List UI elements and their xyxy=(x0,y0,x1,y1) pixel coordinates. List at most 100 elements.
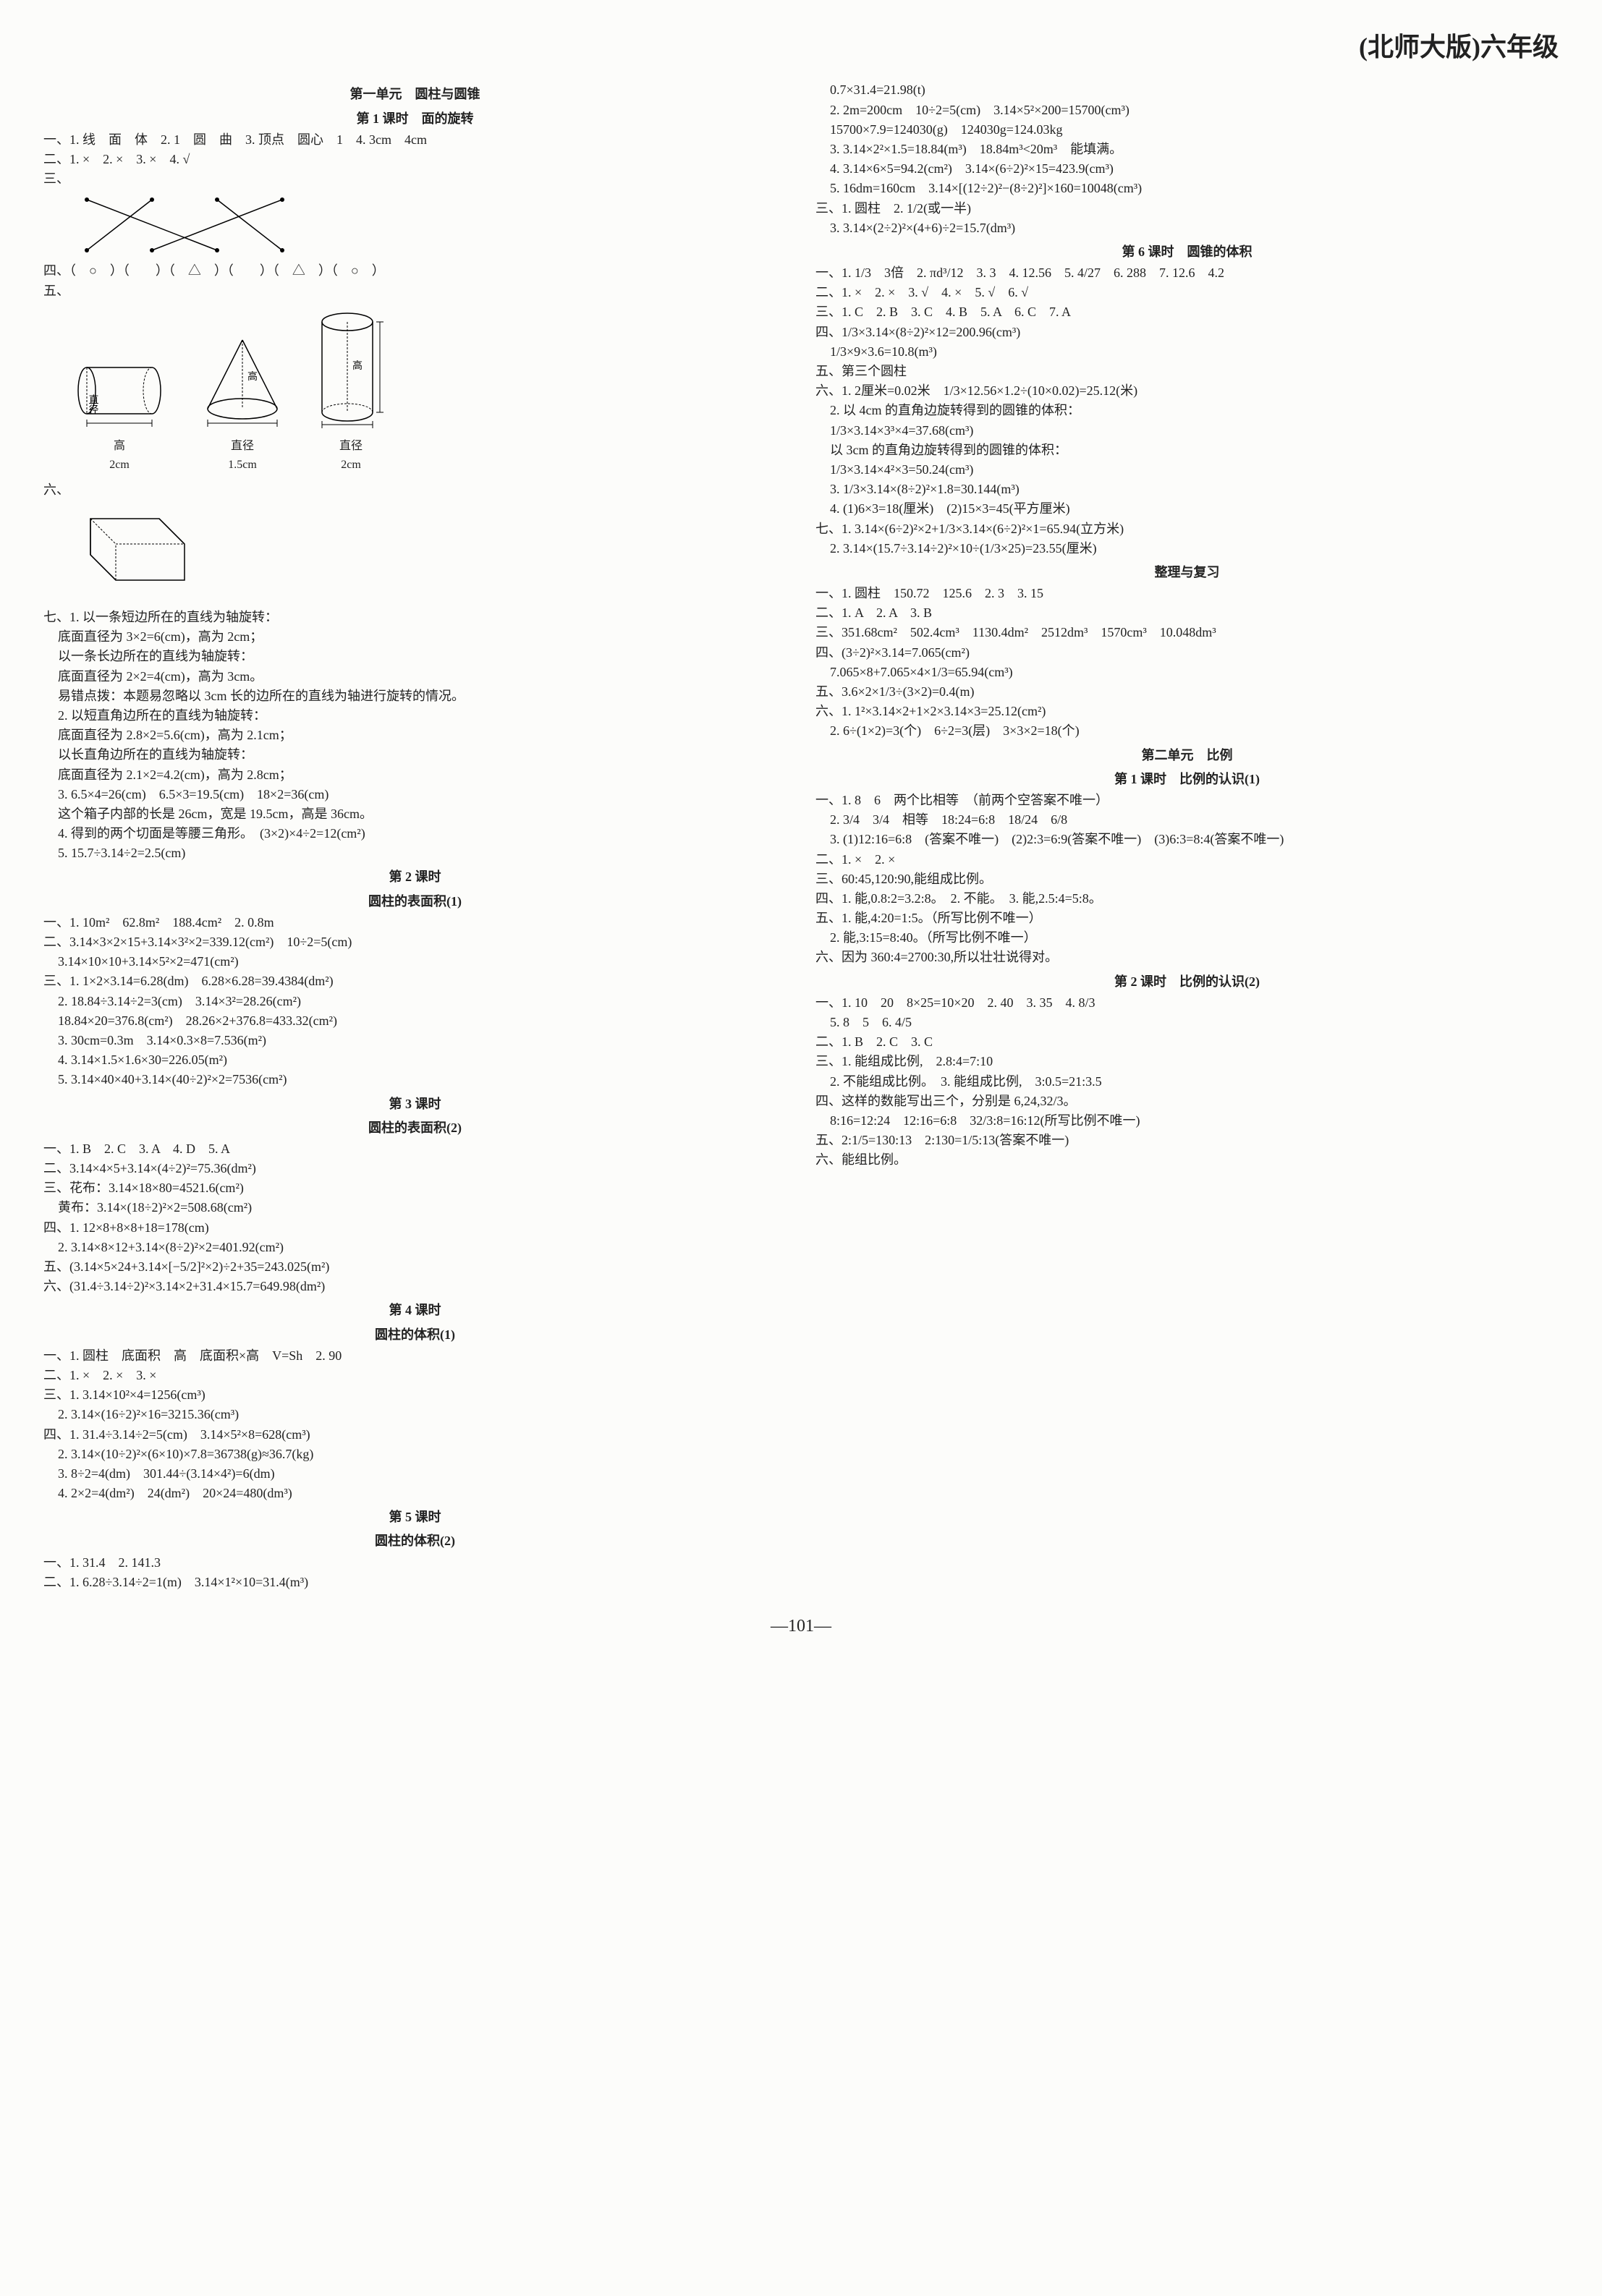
q1-7d: 底面直径为 2×2=4(cm)，高为 3cm。 xyxy=(43,668,787,686)
shape3-side: 直径 xyxy=(311,438,391,454)
q4-1: 一、1. 圆柱 底面积 高 底面积×高 V=Sh 2. 90 xyxy=(43,1347,787,1365)
q2-1: 一、1. 10m² 62.8m² 188.4cm² 2. 0.8m xyxy=(43,914,787,932)
u2l2-title: 第 2 课时 比例的认识(2) xyxy=(815,973,1559,991)
q2-3e: 4. 3.14×1.5×1.6×30=226.05(m²) xyxy=(43,1051,787,1069)
lesson5-title: 第 5 课时 xyxy=(43,1508,787,1526)
lesson4-sub: 圆柱的体积(1) xyxy=(43,1326,787,1344)
q2-3b: 2. 18.84÷3.14÷2=3(cm) 3.14×3²=28.26(cm²) xyxy=(43,992,787,1011)
q1-7c: 以一条长边所在的直线为轴旋转： xyxy=(43,647,787,666)
r1: 0.7×31.4=21.98(t) xyxy=(815,81,1559,99)
right-column: 0.7×31.4=21.98(t) 2. 2m=200cm 10÷2=5(cm)… xyxy=(815,80,1559,1593)
q2-2b: 3.14×10×10+3.14×5²×2=471(cm²) xyxy=(43,953,787,971)
cone-shape: 高 直径 1.5cm xyxy=(195,329,289,474)
q3-4a: 四、1. 12×8+8×8+18=178(cm) xyxy=(43,1219,787,1237)
unit1-title: 第一单元 圆柱与圆锥 xyxy=(43,85,787,103)
rv4b: 7.065×8+7.065×4×1/3=65.94(cm³) xyxy=(815,663,1559,681)
rv1: 一、1. 圆柱 150.72 125.6 2. 3 3. 15 xyxy=(815,584,1559,603)
q4-4b: 2. 3.14×(10÷2)²×(6×10)×7.8=36738(g)≈36.7… xyxy=(43,1445,787,1463)
u2b-4b: 8:16=12:24 12:16=6:8 32/3:8=16:12(所写比例不唯… xyxy=(815,1112,1559,1130)
q1-6: 六、 xyxy=(43,481,787,499)
u2-5b: 2. 能,3:15=8:40。（所写比例不唯一） xyxy=(815,929,1559,947)
shape1-dim: 高 xyxy=(114,440,125,452)
q3-4b: 2. 3.14×8×12+3.14×(8÷2)²×2=401.92(cm²) xyxy=(43,1238,787,1257)
rv4a: 四、(3÷2)²×3.14=7.065(cm²) xyxy=(815,644,1559,662)
svg-text:直径: 直径 xyxy=(88,394,99,414)
r8: 3. 3.14×(2÷2)²×(4+6)÷2=15.7(dm³) xyxy=(815,219,1559,237)
q2-2a: 二、3.14×3×2×15+3.14×3²×2=339.12(cm²) 10÷2… xyxy=(43,933,787,951)
u2-6: 六、因为 360:4=2700:30,所以壮壮说得对。 xyxy=(815,948,1559,966)
r15b: 2. 以 4cm 的直角边旋转得到的圆锥的体积： xyxy=(815,401,1559,420)
u2b-1b: 5. 8 5 6. 4/5 xyxy=(815,1013,1559,1032)
q4-2: 二、1. × 2. × 3. × xyxy=(43,1366,787,1385)
q2-3f: 5. 3.14×40×40+3.14×(40÷2)²×2=7536(cm²) xyxy=(43,1071,787,1089)
shape2-label: 1.5cm xyxy=(195,457,289,473)
q3-3a: 三、花布：3.14×18×80=4521.6(cm²) xyxy=(43,1179,787,1197)
lesson5-sub: 圆柱的体积(2) xyxy=(43,1532,787,1550)
q1-7l: 4. 得到的两个切面是等腰三角形。 (3×2)×4÷2=12(cm²) xyxy=(43,825,787,843)
cylinder-tall: 高 直径 2cm xyxy=(311,307,391,474)
q2-3c: 18.84×20=376.8(cm²) 28.26×2+376.8=433.32… xyxy=(43,1012,787,1030)
lesson2-sub: 圆柱的表面积(1) xyxy=(43,893,787,911)
u2-1a: 一、1. 8 6 两个比相等 （前两个空答案不唯一） xyxy=(815,791,1559,809)
q1-2: 二、1. × 2. × 3. × 4. √ xyxy=(43,150,787,169)
u2b-1a: 一、1. 10 20 8×25=10×20 2. 40 3. 35 4. 8/3 xyxy=(815,994,1559,1012)
rv3: 三、351.68cm² 502.4cm³ 1130.4dm² 2512dm³ 1… xyxy=(815,624,1559,642)
q1-7e: 易错点拨：本题易忽略以 3cm 长的边所在的直线为轴进行旋转的情况。 xyxy=(43,687,787,705)
u2l1-title: 第 1 课时 比例的认识(1) xyxy=(815,770,1559,788)
u2-3: 三、60:45,120:90,能组成比例。 xyxy=(815,870,1559,888)
u2-5a: 五、1. 能,4:20=1:5。（所写比例不唯一） xyxy=(815,909,1559,927)
main-columns: 第一单元 圆柱与圆锥 第 1 课时 面的旋转 一、1. 线 面 体 2. 1 圆… xyxy=(43,80,1559,1593)
q4-3a: 三、1. 3.14×10²×4=1256(cm³) xyxy=(43,1386,787,1404)
r15d: 以 3cm 的直角边旋转得到的圆锥的体积： xyxy=(815,441,1559,459)
q3-2: 二、3.14×4×5+3.14×(4÷2)²=75.36(dm²) xyxy=(43,1160,787,1178)
rv5: 五、3.6×2×1/3÷(3×2)=0.4(m) xyxy=(815,683,1559,701)
u2-1c: 3. (1)12:16=6:8 (答案不唯一) (2)2:3=6:9(答案不唯一… xyxy=(815,830,1559,849)
r16: 七、1. 3.14×(6÷2)²×2+1/3×3.14×(6÷2)²×1=65.… xyxy=(815,520,1559,538)
q5-2: 二、1. 6.28÷3.14÷2=1(m) 3.14×1²×10=31.4(m³… xyxy=(43,1573,787,1591)
r12: 四、1/3×3.14×(8÷2)²×12=200.96(cm³) xyxy=(815,323,1559,341)
r15c: 1/3×3.14×3³×4=37.68(cm³) xyxy=(815,422,1559,440)
left-column: 第一单元 圆柱与圆锥 第 1 课时 面的旋转 一、1. 线 面 体 2. 1 圆… xyxy=(43,80,787,1593)
u2b-5: 五、2:1/5=130:13 2:130=1/5:13(答案不唯一) xyxy=(815,1131,1559,1149)
q2-3a: 三、1. 1×2×3.14=6.28(dm) 6.28×6.28=39.4384… xyxy=(43,972,787,990)
u2b-4a: 四、这样的数能写出三个，分别是 6,24,32/3。 xyxy=(815,1092,1559,1110)
q1-7a: 七、1. 以一条短边所在的直线为轴旋转： xyxy=(43,608,787,626)
q4-4c: 3. 8÷2=4(dm) 301.44÷(3.14×4²)=6(dm) xyxy=(43,1465,787,1483)
lesson6-title: 第 6 课时 圆锥的体积 xyxy=(815,243,1559,261)
q4-4d: 4. 2×2=4(dm²) 24(dm²) 20×24=480(dm³) xyxy=(43,1484,787,1502)
prism-shape xyxy=(72,508,195,600)
rv6b: 2. 6÷(1×2)=3(个) 6÷2=3(层) 3×3×2=18(个) xyxy=(815,722,1559,740)
lesson3-sub: 圆柱的表面积(2) xyxy=(43,1119,787,1137)
u2-2: 二、1. × 2. × xyxy=(815,851,1559,869)
r15g: 4. (1)6×3=18(厘米) (2)15×3=45(平方厘米) xyxy=(815,500,1559,518)
q1-7m: 5. 15.7÷3.14÷2=2.5(cm) xyxy=(43,844,787,862)
r9: 一、1. 1/3 3倍 2. πd³/12 3. 3 4. 12.56 5. 4… xyxy=(815,264,1559,282)
q1-7k: 这个箱子内部的长是 26cm，宽是 19.5cm，高是 36cm。 xyxy=(43,805,787,823)
q4-4a: 四、1. 31.4÷3.14÷2=5(cm) 3.14×5²×8=628(cm³… xyxy=(43,1426,787,1444)
r15f: 3. 1/3×3.14×(8÷2)²×1.8=30.144(m³) xyxy=(815,480,1559,498)
r5: 4. 3.14×6×5=94.2(cm²) 3.14×(6÷2)²×15=423… xyxy=(815,160,1559,178)
q1-7h: 以长直角边所在的直线为轴旋转： xyxy=(43,746,787,764)
r4: 3. 3.14×2²×1.5=18.84(m³) 18.84m³<20m³ 能填… xyxy=(815,140,1559,158)
q1-4: 四、（ ○ ）（ ）（ △ ）（ ）（ △ ）（ ○ ） xyxy=(43,262,787,280)
r15e: 1/3×3.14×4²×3=50.24(cm³) xyxy=(815,461,1559,479)
q3-3b: 黄布：3.14×(18÷2)²×2=508.68(cm²) xyxy=(43,1199,787,1217)
r17: 2. 3.14×(15.7÷3.14÷2)²×10÷(1/3×25)=23.55… xyxy=(815,540,1559,558)
rv2: 二、1. A 2. A 3. B xyxy=(815,604,1559,622)
lesson3-title: 第 3 课时 xyxy=(43,1095,787,1113)
r13: 1/3×9×3.6=10.8(m³) xyxy=(815,343,1559,361)
lesson4-title: 第 4 课时 xyxy=(43,1301,787,1319)
q2-3d: 3. 30cm=0.3m 3.14×0.3×8=7.536(m²) xyxy=(43,1032,787,1050)
shapes-row: 直径 高 2cm 高 直径 1.5cm xyxy=(65,307,787,474)
shape2-side: 直径 xyxy=(195,438,289,454)
shape1-label: 2cm xyxy=(65,457,174,473)
q5-1: 一、1. 31.4 2. 141.3 xyxy=(43,1554,787,1572)
matching-diagram xyxy=(72,192,304,258)
q3-1: 一、1. B 2. C 3. A 4. D 5. A xyxy=(43,1140,787,1158)
cylinder-flat: 直径 高 2cm xyxy=(65,351,174,474)
q1-1: 一、1. 线 面 体 2. 1 圆 曲 3. 顶点 圆心 1 4. 3cm 4c… xyxy=(43,131,787,149)
q1-7g: 底面直径为 2.8×2=5.6(cm)，高为 2.1cm； xyxy=(43,726,787,744)
rv6a: 六、1. 1²×3.14×2+1×2×3.14×3=25.12(cm²) xyxy=(815,702,1559,720)
q1-7b: 底面直径为 3×2=6(cm)，高为 2cm； xyxy=(43,628,787,646)
r7: 三、1. 圆柱 2. 1/2(或一半) xyxy=(815,200,1559,218)
